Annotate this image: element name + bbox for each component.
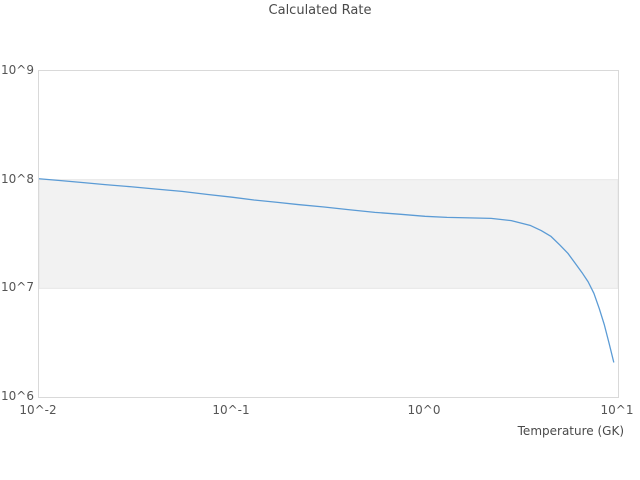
- x-tick-label: 10^1: [600, 403, 634, 417]
- line-chart-svg: [39, 178, 618, 363]
- plot-area: [38, 70, 619, 398]
- y-tick-label: 10^6: [1, 389, 34, 403]
- x-tick-label: 10^-2: [19, 403, 57, 417]
- x-axis-title: Temperature (GK): [517, 424, 624, 438]
- calculated-rate-line: [39, 178, 615, 363]
- chart-title: Calculated Rate: [268, 3, 372, 18]
- x-tick-label: 10^-1: [212, 403, 250, 417]
- x-tick-label: 10^0: [407, 403, 441, 417]
- y-tick-label: 10^8: [1, 171, 34, 186]
- decade-shaded-band: [39, 179, 618, 289]
- y-tick-label: 10^9: [1, 63, 34, 77]
- y-tick-label: 10^7: [1, 280, 34, 295]
